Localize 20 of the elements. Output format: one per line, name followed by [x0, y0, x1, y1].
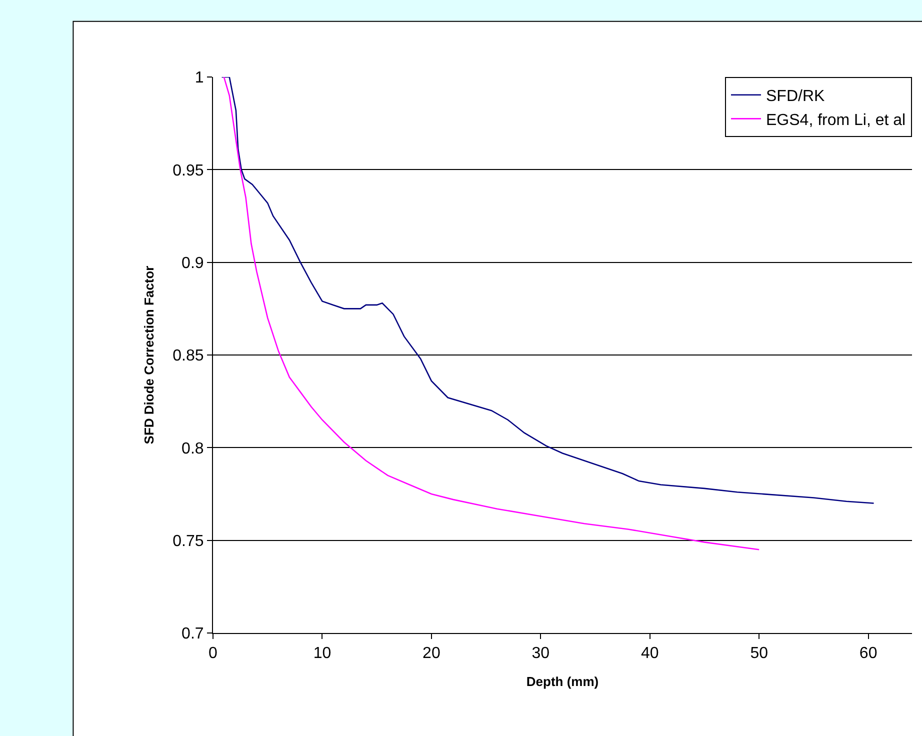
x-tick-label: 10	[313, 645, 332, 662]
line-series	[221, 77, 874, 504]
y-tick-label: 0.85	[172, 348, 204, 365]
y-axis-title: SFD Diode Correction Factor	[142, 266, 157, 444]
y-tick-label: 0.7	[182, 626, 204, 643]
x-tick-label: 30	[532, 645, 550, 662]
legend-label: EGS4, from Li, et al	[766, 112, 906, 129]
y-tick-label: 0.95	[172, 162, 204, 180]
x-axis-title: Depth (mm)	[526, 674, 599, 689]
x-tick-label: 60	[859, 645, 878, 662]
y-tick-label: 0.75	[172, 532, 204, 550]
x-tick-label: 40	[640, 645, 659, 662]
x-tick-label: 0	[208, 645, 218, 662]
y-tick-label: 1	[194, 70, 204, 87]
y-tick-label: 0.8	[182, 440, 204, 458]
line-series	[223, 77, 760, 550]
x-tick-label: 50	[750, 645, 768, 662]
x-tick-label: 20	[422, 645, 440, 662]
legend-label: SFD/RK	[766, 88, 825, 106]
y-tick-label: 0.9	[182, 254, 204, 272]
